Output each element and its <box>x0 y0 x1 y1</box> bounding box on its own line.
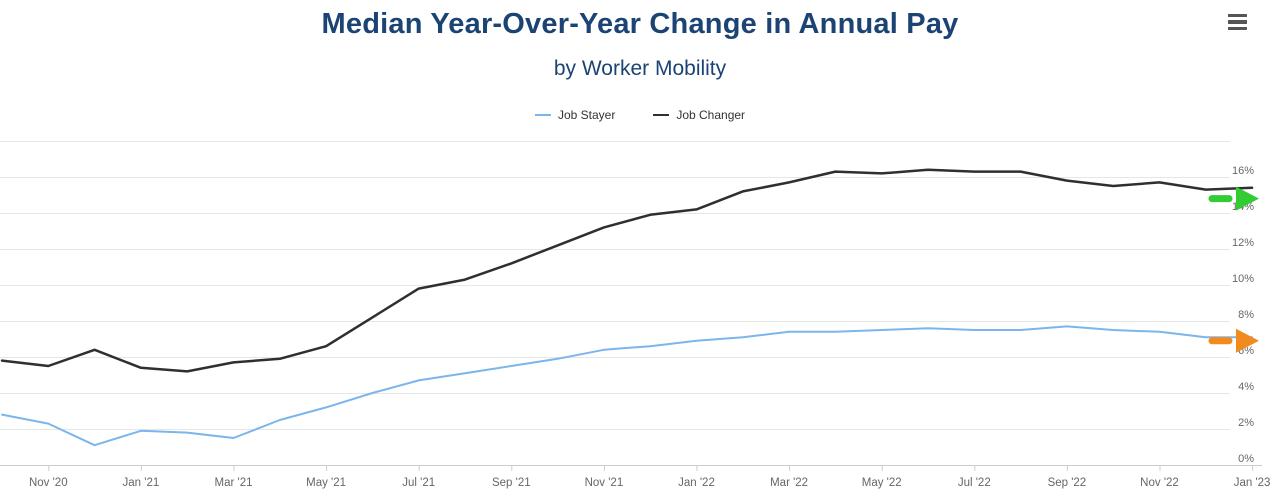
chart-legend: Job Stayer Job Changer <box>0 108 1280 122</box>
job-changer-line <box>0 168 1254 373</box>
legend-label: Job Stayer <box>557 108 616 122</box>
x-axis-label: Nov '21 <box>585 477 624 489</box>
y-axis-label: 10% <box>1232 273 1254 285</box>
legend-item-job-changer[interactable]: Job Changer <box>653 108 745 122</box>
y-axis-label: 2% <box>1238 417 1254 429</box>
chart-title: Median Year-Over-Year Change in Annual P… <box>321 8 959 40</box>
chart-context-menu-button[interactable] <box>1226 11 1250 33</box>
x-axis-label: Jul '21 <box>402 477 435 489</box>
x-axis-label: Jan '21 <box>123 477 160 489</box>
y-axis-label: 16% <box>1232 165 1254 177</box>
legend-label: Job Changer <box>676 108 746 122</box>
y-axis-label: 8% <box>1238 309 1254 321</box>
x-axis-label: Jan '22 <box>678 477 715 489</box>
x-axis-label: May '21 <box>306 477 346 489</box>
legend-item-job-stayer[interactable]: Job Stayer <box>534 108 616 122</box>
chart-subtitle: by Worker Mobility <box>553 57 727 80</box>
x-axis-label: Mar '21 <box>215 477 253 489</box>
job-changer-line-icon <box>653 114 670 116</box>
x-axis-label: Sep '22 <box>1048 477 1087 489</box>
y-axis-label: 0% <box>1238 453 1254 465</box>
x-axis-label: Jan '23 <box>1234 477 1271 489</box>
x-axis-label: Jul '22 <box>958 477 991 489</box>
job-stayer-line <box>1 325 1254 447</box>
x-axis-label: Nov '20 <box>29 477 68 489</box>
x-axis-label: Nov '22 <box>1140 477 1179 489</box>
job-changer-end-arrow-icon <box>1236 186 1259 211</box>
job-stayer-line-icon <box>534 114 551 116</box>
x-axis-label: Sep '21 <box>492 477 531 489</box>
x-axis-label: May '22 <box>862 477 902 489</box>
y-axis-label: 4% <box>1238 381 1254 393</box>
hamburger-menu-icon <box>1228 13 1247 18</box>
x-axis-label: Mar '22 <box>770 477 808 489</box>
job-stayer-end-arrow-icon <box>1236 328 1259 353</box>
y-axis-label: 12% <box>1232 237 1254 249</box>
